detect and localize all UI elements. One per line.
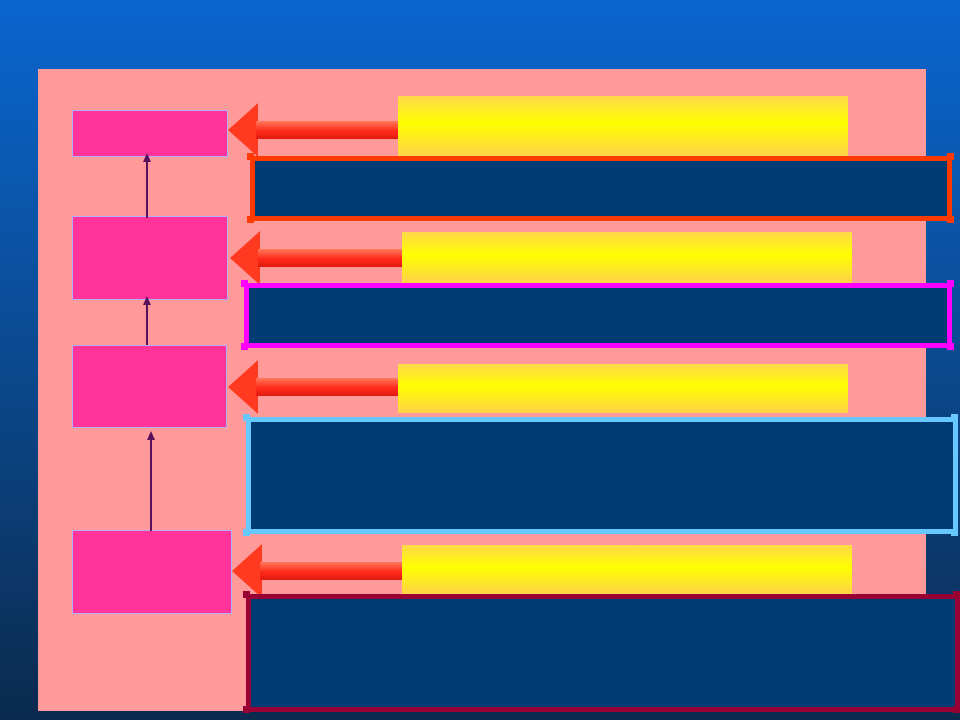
yellow-bar-2 bbox=[402, 232, 852, 283]
stage-box-2 bbox=[72, 216, 228, 300]
navy-box-1 bbox=[250, 156, 952, 221]
navy-box-3 bbox=[246, 417, 958, 534]
yellow-bar-3 bbox=[398, 364, 848, 413]
stage-box-1 bbox=[72, 110, 228, 157]
stage-box-3 bbox=[72, 345, 227, 428]
stage-box-4 bbox=[72, 530, 232, 614]
yellow-bar-1 bbox=[398, 96, 848, 156]
navy-box-2 bbox=[244, 283, 952, 348]
navy-box-4 bbox=[246, 594, 960, 712]
yellow-bar-4 bbox=[402, 545, 852, 595]
